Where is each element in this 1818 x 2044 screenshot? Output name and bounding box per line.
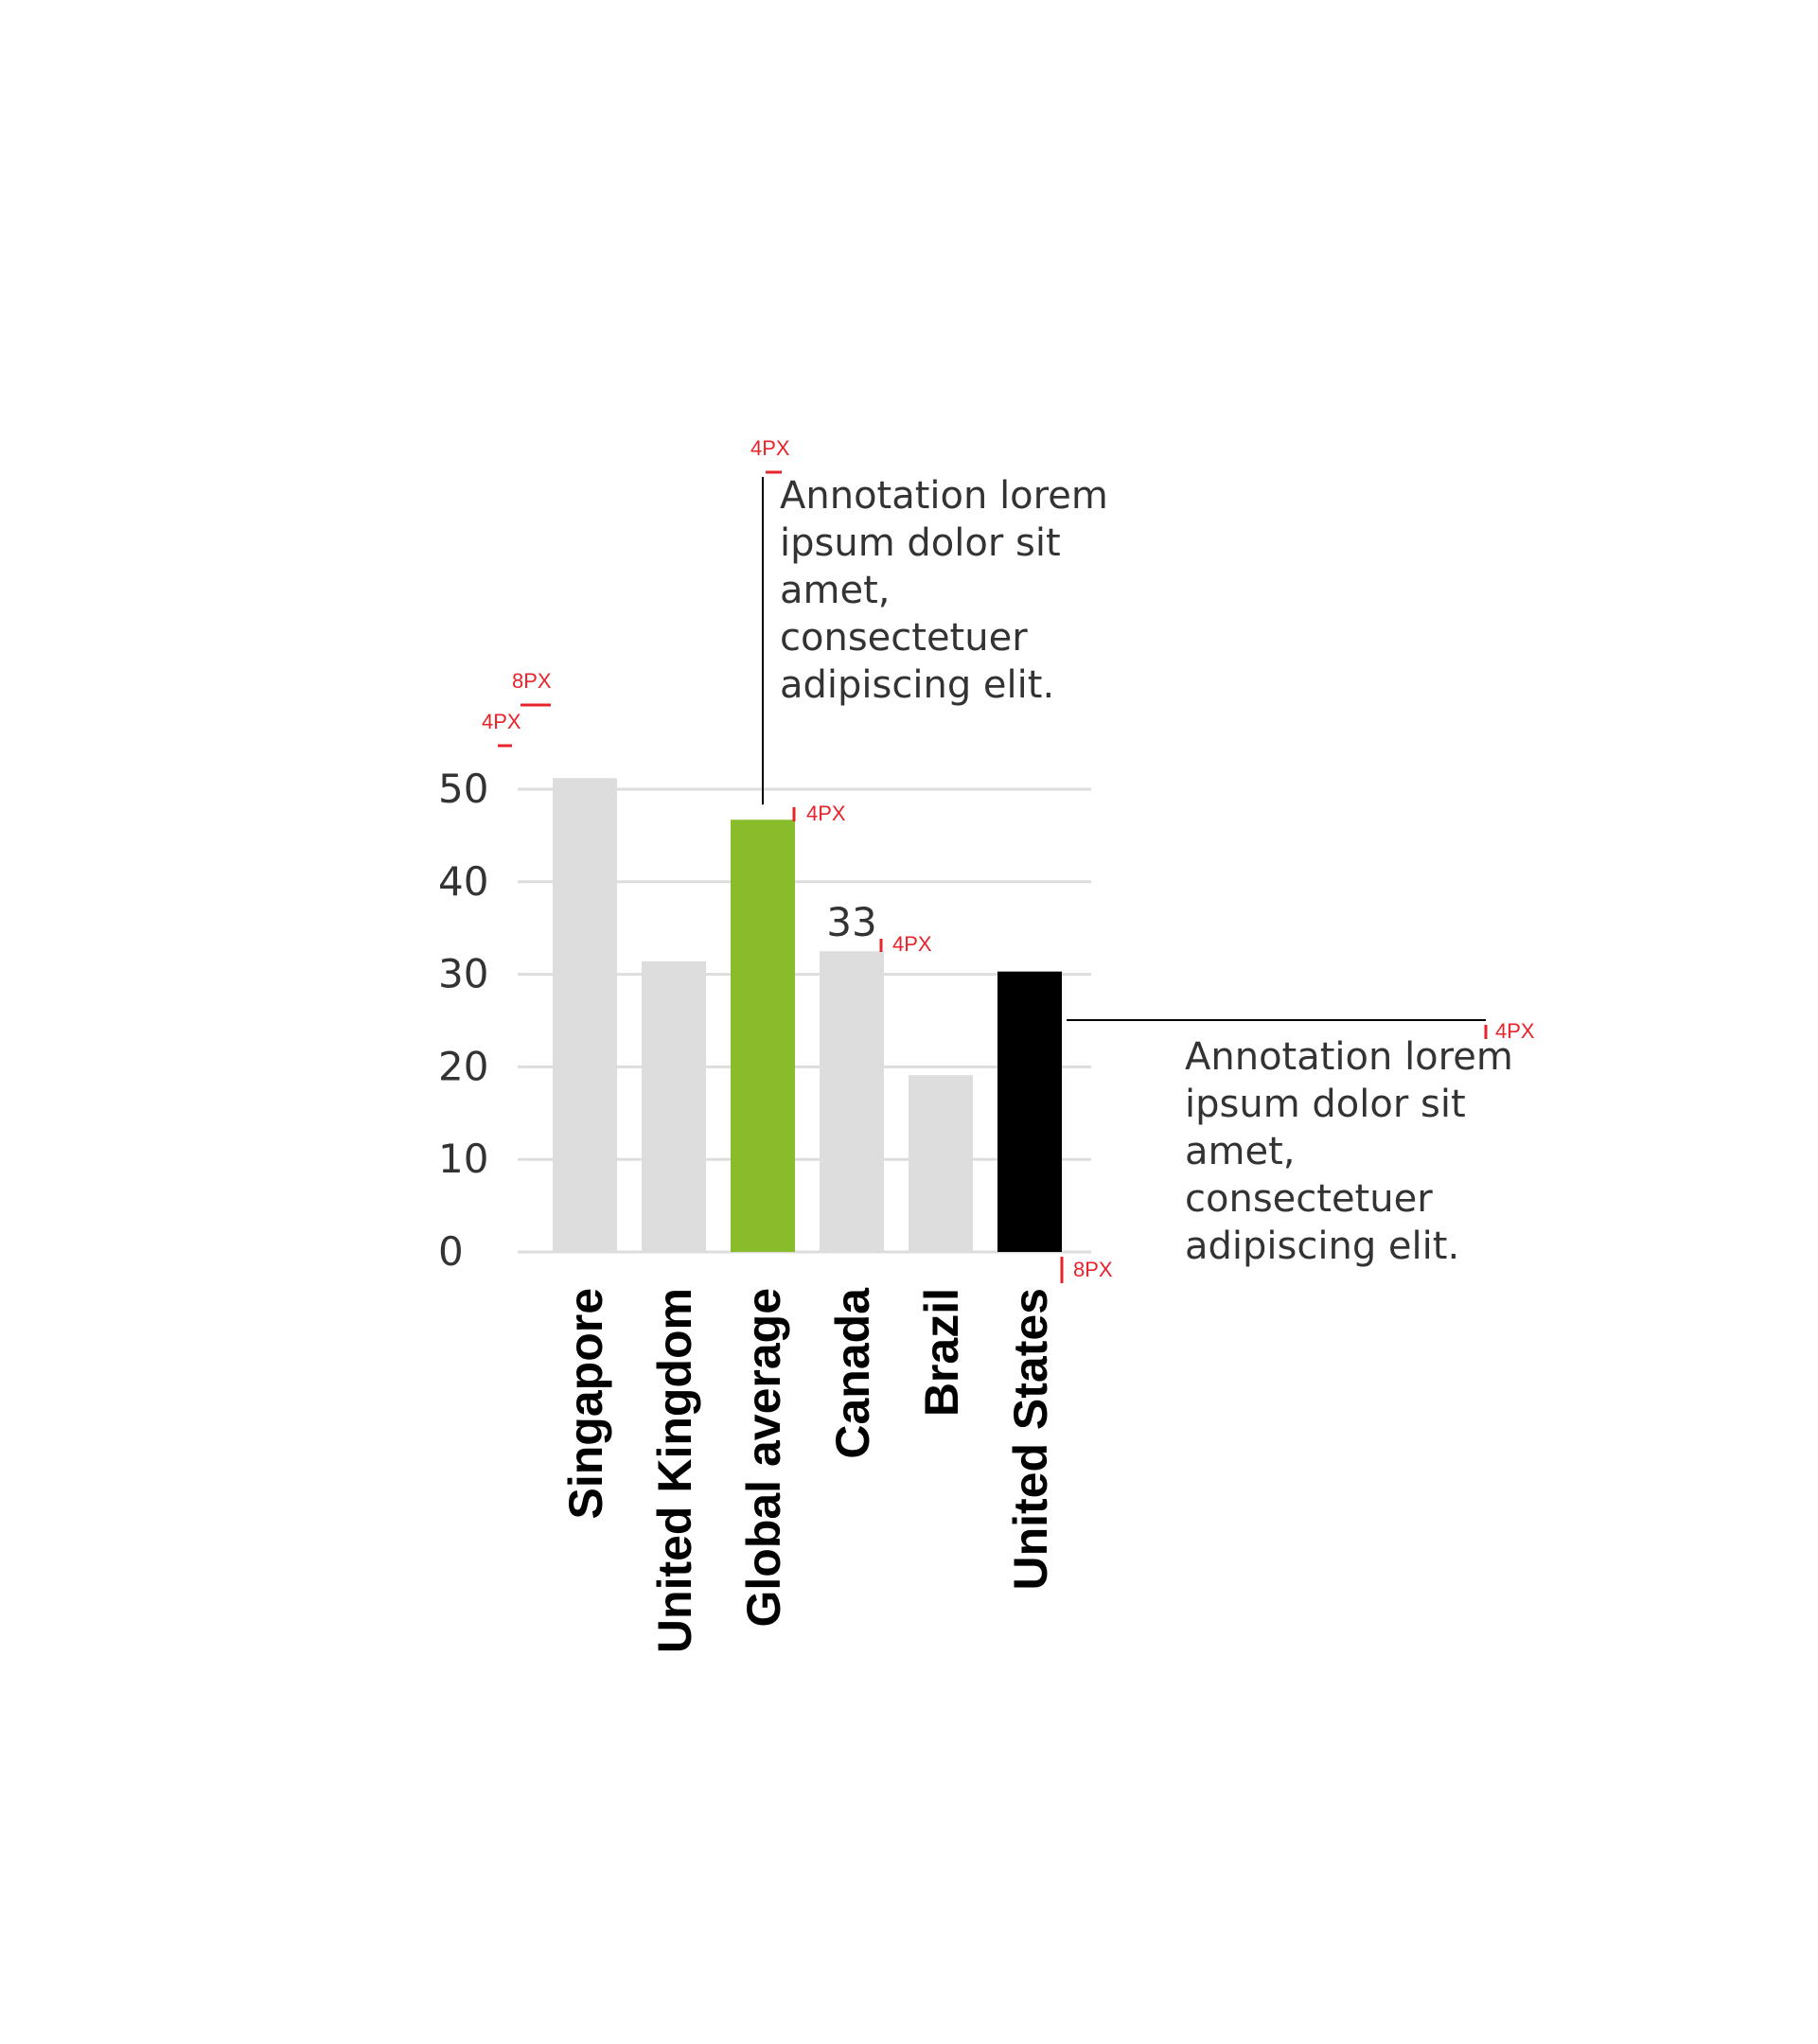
category-label: United States (1004, 1288, 1057, 1591)
bar (642, 960, 706, 1252)
spec-mark-label: 4PX (892, 932, 932, 956)
x-axis: Singapore United Kingdom Global average Can… (559, 1287, 1057, 1653)
y-tick-label: 20 (438, 1043, 488, 1089)
category-label: Brazil (915, 1288, 968, 1417)
annotation-line: ipsum dolor sit (1185, 1083, 1466, 1126)
spec-mark-label: 8PX (512, 669, 552, 693)
category-label: Canada (826, 1287, 879, 1459)
y-tick-label: 0 (438, 1228, 464, 1275)
bar (553, 778, 617, 1252)
y-tick-label: 30 (438, 951, 488, 997)
annotation-line: adipiscing elit. (1185, 1225, 1459, 1268)
spec-mark-label: 4PX (750, 436, 790, 460)
spec-marks: 4PX 8PX 4PX 4PX 4PX 4PX 8PX (482, 436, 1535, 1283)
bars (553, 778, 1062, 1252)
spec-mark-label: 4PX (1495, 1019, 1535, 1043)
annotation-line: amet, (1185, 1130, 1295, 1173)
annotation-line: amet, (780, 569, 890, 612)
annotation-line: adipiscing elit. (780, 663, 1054, 707)
bar (731, 819, 795, 1252)
spec-mark-label: 8PX (1073, 1258, 1113, 1281)
annotation-text: Annotation lorem ipsum dolor sit amet, cons… (1185, 1035, 1513, 1268)
annotation-line: ipsum dolor sit (780, 521, 1061, 565)
y-tick-label: 50 (438, 766, 488, 812)
category-label: Singapore (559, 1288, 612, 1519)
category-label: Global average (737, 1288, 790, 1628)
y-axis: 0 10 20 30 40 50 (438, 766, 488, 1275)
category-label: United Kingdom (648, 1288, 701, 1653)
spec-mark-label: 4PX (806, 802, 846, 825)
annotation-line: Annotation lorem (1185, 1035, 1513, 1079)
annotation-text: Annotation lorem ipsum dolor sit amet, cons… (780, 474, 1108, 707)
y-tick-label: 40 (438, 858, 488, 905)
annotation-line: Annotation lorem (780, 474, 1108, 518)
data-label: 33 (826, 899, 876, 945)
bar (909, 1075, 973, 1252)
y-tick-label: 10 (438, 1136, 488, 1182)
spec-mark-label: 4PX (482, 710, 521, 733)
bar (820, 951, 884, 1252)
bar (997, 971, 1062, 1252)
annotation-line: consectetuer (780, 616, 1028, 660)
annotation-line: consectetuer (1185, 1177, 1433, 1221)
